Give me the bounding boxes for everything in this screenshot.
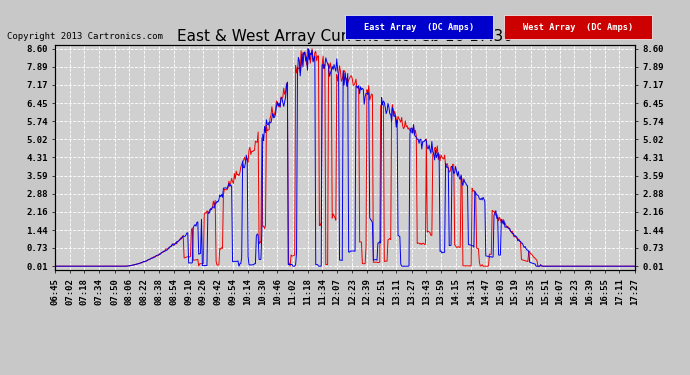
Text: West Array  (DC Amps): West Array (DC Amps): [523, 22, 633, 32]
Title: East & West Array Current Sat Feb 16 17:30: East & West Array Current Sat Feb 16 17:…: [177, 29, 513, 44]
Text: East Array  (DC Amps): East Array (DC Amps): [364, 22, 474, 32]
Text: Copyright 2013 Cartronics.com: Copyright 2013 Cartronics.com: [7, 32, 163, 41]
